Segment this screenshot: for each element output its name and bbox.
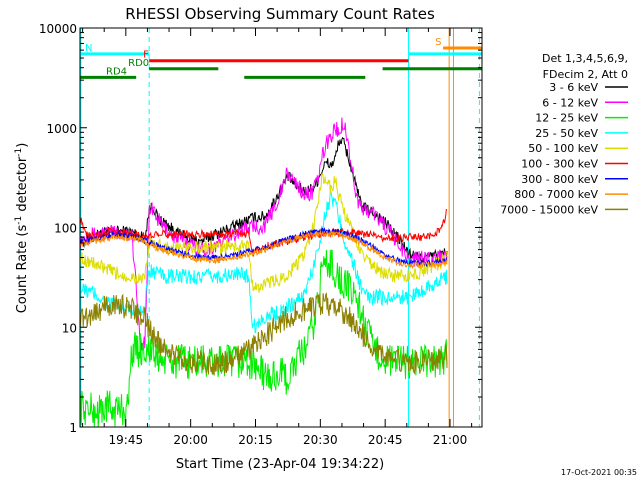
chart-title: RHESSI Observing Summary Count Rates: [125, 5, 435, 23]
flag-label: RD0: [128, 58, 149, 69]
y-axis-label-sup: -1: [14, 216, 24, 225]
x-tick-label: 21:00: [433, 433, 468, 447]
x-tick-label: 20:00: [173, 433, 208, 447]
flag-label: S: [435, 37, 441, 48]
legend-header: Det 1,3,4,5,6,9,: [542, 52, 628, 65]
legend-entry-label: 3 - 6 keV: [549, 81, 598, 94]
y-axis-label-part: Count Rate (s: [15, 225, 30, 314]
legend-header: FDecim 2, Att 0: [543, 68, 628, 81]
footer-timestamp: 17-Oct-2021 00:35: [561, 468, 637, 477]
series-line: [79, 136, 448, 265]
series-line: [79, 292, 448, 376]
x-tick-label: 20:30: [303, 433, 338, 447]
y-axis-label-part: ): [15, 143, 30, 148]
legend-entry-label: 100 - 300 keV: [521, 158, 598, 171]
x-tick-label: 19:45: [109, 433, 144, 447]
legend-entry-label: 6 - 12 keV: [542, 96, 598, 109]
series-line: [79, 191, 448, 334]
legend-entry-label: 50 - 100 keV: [528, 142, 598, 155]
series-layer: [79, 117, 448, 428]
legend-entry-label: 25 - 50 keV: [535, 127, 598, 140]
flag-label: N: [85, 43, 92, 54]
y-tick-label: 10: [62, 321, 77, 335]
series-line: [79, 173, 448, 293]
y-tick-label: 1: [69, 421, 77, 435]
y-tick-label: 1000: [46, 122, 77, 136]
flag-label: F: [143, 50, 149, 61]
legend-entry-label: 12 - 25 keV: [535, 112, 598, 125]
y-axis-label-sup: -1: [14, 148, 24, 157]
legend-entries: 3 - 6 keV 6 - 12 keV 12 - 25 keV 25 - 50 ke…: [500, 81, 628, 216]
y-axis-label-part: detector: [15, 156, 30, 216]
legend-entry-label: 300 - 800 keV: [521, 173, 598, 186]
legend: Det 1,3,4,5,6,9, FDecim 2, Att 0 3 - 6 k…: [500, 52, 628, 216]
x-tick-label: 20:15: [238, 433, 273, 447]
legend-entry-label: 800 - 7000 keV: [514, 188, 598, 201]
series-line: [79, 229, 448, 270]
y-tick-label: 10000: [39, 22, 77, 36]
x-axis-label: Start Time (23-Apr-04 19:34:22): [176, 457, 384, 472]
legend-entry-label: 7000 - 15000 keV: [500, 203, 598, 216]
y-tick-label: 100: [54, 222, 77, 236]
y-axis-label: Count Rate (s-1 detector-1): [14, 143, 30, 314]
flag-label: RD4: [106, 66, 127, 77]
series-line: [79, 117, 448, 351]
x-tick-label: 20:45: [368, 433, 403, 447]
axis-ticks: 1 10 100 1000 10000 19:45 20:00 20:15 20:30 20:45…: [39, 22, 482, 447]
